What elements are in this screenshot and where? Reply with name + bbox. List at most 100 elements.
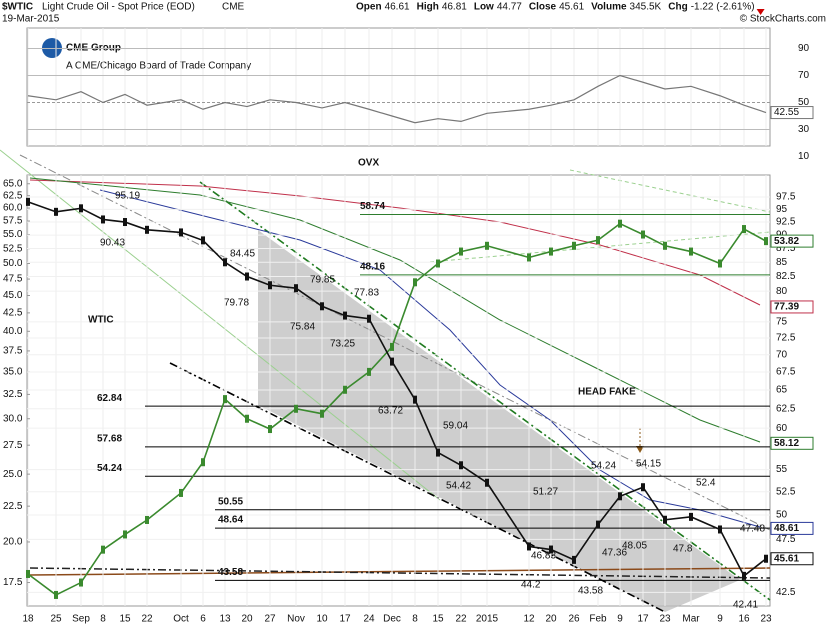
x-tick-label: Mar bbox=[682, 614, 700, 625]
candle bbox=[618, 492, 622, 501]
x-tick-label: 17 bbox=[637, 614, 649, 625]
annotation: WTIC bbox=[88, 315, 114, 326]
stat-label: Chg bbox=[668, 2, 687, 13]
candle bbox=[413, 278, 417, 287]
x-tick-label: 6 bbox=[200, 614, 206, 625]
candle bbox=[179, 488, 183, 497]
stat-value: -1.22 (-2.61%) bbox=[691, 2, 755, 13]
candle bbox=[79, 204, 83, 213]
candle bbox=[201, 458, 205, 467]
candle bbox=[201, 236, 205, 245]
candle bbox=[459, 461, 463, 470]
stat-label: Low bbox=[474, 2, 494, 13]
candle bbox=[123, 218, 127, 227]
moving-average bbox=[99, 189, 761, 528]
marker-box bbox=[770, 521, 814, 535]
marker: 48.61 bbox=[774, 523, 799, 534]
stat-value: 46.61 bbox=[385, 2, 410, 13]
candle bbox=[663, 241, 667, 250]
price-label: 79.85 bbox=[310, 275, 335, 286]
candle bbox=[718, 525, 722, 534]
y2-tick-label: 67.5 bbox=[776, 367, 796, 378]
rsi-tick-label: 70 bbox=[798, 70, 810, 81]
y2-tick-label: 50 bbox=[776, 510, 788, 521]
x-tick-label: 10 bbox=[316, 614, 328, 625]
stat-label: Open bbox=[356, 2, 382, 13]
x-tick-label: 22 bbox=[141, 614, 153, 625]
price-label: 63.72 bbox=[378, 406, 403, 417]
y-tick-label: 17.5 bbox=[3, 577, 23, 588]
price-label: 48.05 bbox=[622, 541, 647, 552]
candle bbox=[145, 515, 149, 524]
candle bbox=[26, 569, 30, 578]
candle bbox=[663, 515, 667, 524]
y2-tick-label: 42.5 bbox=[776, 587, 796, 598]
marker-box bbox=[770, 300, 814, 314]
y2-tick-label: 52.5 bbox=[776, 486, 796, 497]
level-label: 48.16 bbox=[360, 262, 385, 273]
stat-value: 345.5K bbox=[630, 2, 662, 13]
candle bbox=[223, 395, 227, 404]
x-tick-label: 15 bbox=[119, 614, 131, 625]
candle bbox=[367, 367, 371, 376]
candle bbox=[101, 545, 105, 554]
y2-tick-label: 97.5 bbox=[776, 192, 796, 203]
price-label: 43.58 bbox=[578, 586, 603, 597]
candle bbox=[572, 241, 576, 250]
y-tick-label: 20.0 bbox=[3, 537, 23, 548]
candle bbox=[596, 520, 600, 529]
y2-tick-label: 87.5 bbox=[776, 243, 796, 254]
y-tick-label: 65.0 bbox=[3, 178, 23, 189]
date: 19-Mar-2015 bbox=[2, 14, 60, 25]
price-label: 47.36 bbox=[602, 548, 627, 559]
candle bbox=[101, 215, 105, 224]
price-label: 77.83 bbox=[354, 288, 379, 299]
candle bbox=[689, 247, 693, 256]
candle bbox=[764, 554, 768, 563]
subtitle: Light Crude Oil - Spot Price (EOD) bbox=[42, 2, 195, 13]
stat-value: 46.81 bbox=[442, 2, 467, 13]
marker: 58.12 bbox=[774, 438, 799, 449]
x-tick-label: 8 bbox=[100, 614, 106, 625]
x-tick-label: Dec bbox=[383, 614, 401, 625]
exchange: CME bbox=[222, 2, 245, 13]
marker-box bbox=[770, 436, 814, 450]
annotation: HEAD FAKE bbox=[578, 387, 636, 398]
candle bbox=[742, 571, 746, 580]
trend-line bbox=[29, 567, 771, 579]
marker-box bbox=[770, 552, 814, 566]
candle bbox=[26, 197, 30, 206]
candle bbox=[527, 542, 531, 551]
candle bbox=[343, 385, 347, 394]
y2-tick-label: 72.5 bbox=[776, 333, 796, 344]
candle bbox=[485, 241, 489, 250]
candle bbox=[367, 314, 371, 323]
marker: 77.39 bbox=[774, 302, 799, 313]
candle bbox=[145, 225, 149, 234]
y-tick-label: 62.5 bbox=[3, 190, 23, 201]
level-label: 57.68 bbox=[97, 434, 122, 445]
candle bbox=[572, 555, 576, 564]
y-tick-label: 37.5 bbox=[3, 346, 23, 357]
x-tick-label: 17 bbox=[339, 614, 351, 625]
y-tick-label: 22.5 bbox=[3, 501, 23, 512]
candle bbox=[320, 409, 324, 418]
x-tick-label: 12 bbox=[523, 614, 535, 625]
trend-line bbox=[199, 181, 771, 601]
price-label: 54.24 bbox=[591, 461, 616, 472]
stat-value: 44.77 bbox=[497, 2, 522, 13]
candle bbox=[54, 207, 58, 216]
y2-tick-label: 55 bbox=[776, 464, 788, 475]
candle bbox=[123, 530, 127, 539]
x-tick-label: 20 bbox=[545, 614, 557, 625]
symbol: $WTIC bbox=[2, 2, 33, 13]
price-label: 73.25 bbox=[330, 339, 355, 350]
y-tick-label: 50.0 bbox=[3, 258, 23, 269]
credit: © StockCharts.com bbox=[740, 14, 826, 25]
x-tick-label: 2015 bbox=[476, 614, 499, 625]
candle bbox=[641, 230, 645, 239]
x-tick-label: 13 bbox=[219, 614, 231, 625]
stat-label: Volume bbox=[591, 2, 627, 13]
y-tick-label: 55.0 bbox=[3, 229, 23, 240]
